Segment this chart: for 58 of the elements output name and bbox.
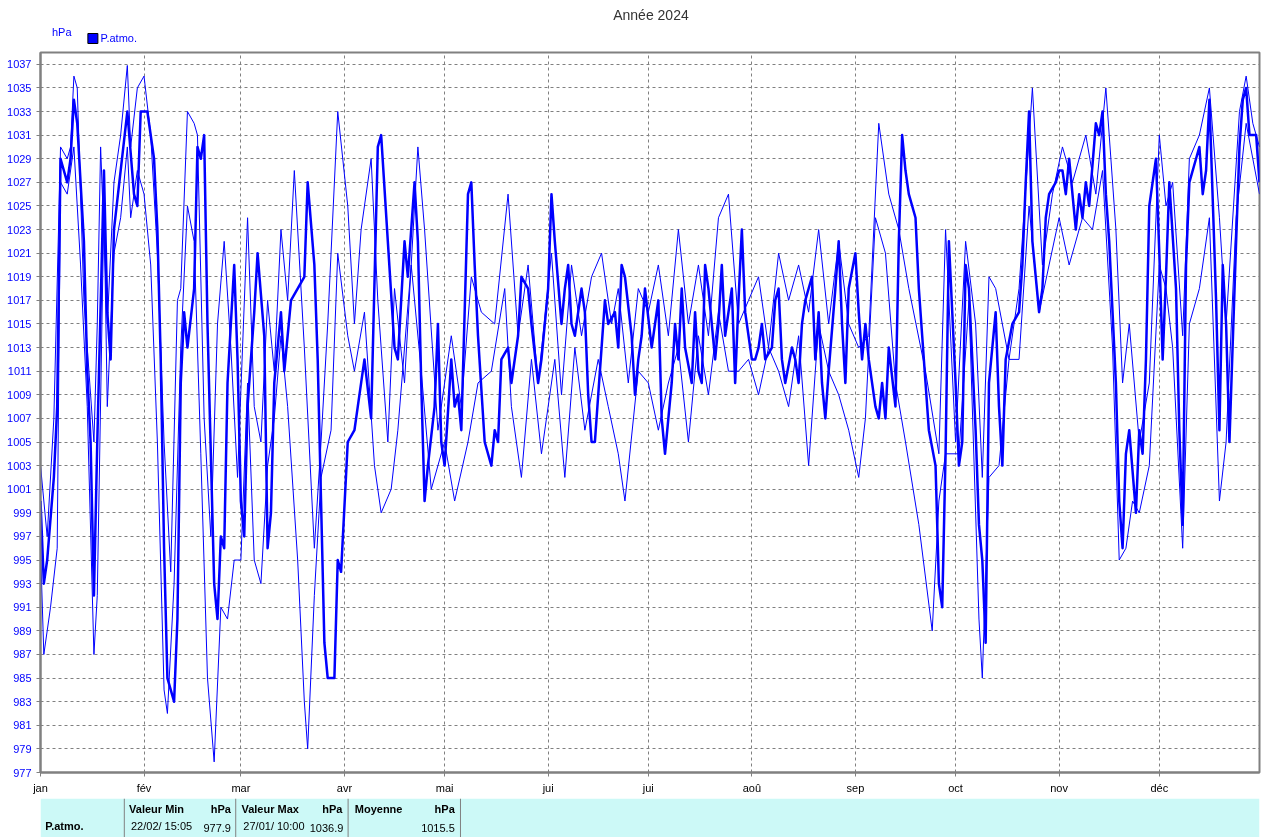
y-tick-label: 1023 (7, 223, 32, 236)
y-tick-label: 979 (13, 742, 32, 755)
y-tick-label: 981 (13, 719, 32, 732)
y-tick-label: 999 (13, 506, 32, 519)
x-tick-label: sep (846, 781, 865, 794)
x-tick-label: jui (541, 781, 554, 794)
x-tick-label: oct (948, 781, 963, 794)
x-tick-label: mar (231, 781, 251, 794)
text: hPa (210, 802, 232, 815)
y-tick-label: 1019 (7, 270, 32, 283)
y-tick-label: 1029 (7, 152, 32, 165)
y-tick-label: 1015 (7, 317, 32, 330)
text: P.atmo. (45, 819, 84, 832)
y-tick-label: 991 (13, 601, 32, 614)
text: Valeur Min (129, 802, 185, 815)
legend-label: P.atmo. (100, 31, 137, 44)
text: Valeur Max (241, 802, 300, 815)
y-tick-label: 983 (13, 695, 32, 708)
y-axis-title: hPa (51, 25, 73, 38)
chart-title: Année 2024 (613, 6, 689, 23)
x-tick-label: fév (136, 781, 152, 794)
y-tick-label: 1037 (7, 58, 32, 71)
x-tick-label: jan (32, 781, 48, 794)
y-tick-label: 987 (13, 648, 32, 661)
y-tick-label: 1017 (7, 294, 32, 307)
y-tick-label: 1001 (7, 483, 32, 496)
y-tick-label: 1003 (7, 459, 32, 472)
text: 27/01/ 10:00 (243, 819, 305, 832)
y-tick-label: 1011 (7, 365, 32, 378)
x-tick-label: avr (336, 781, 353, 794)
y-tick-label: 1005 (7, 436, 32, 449)
y-tick-label: 995 (13, 554, 32, 567)
text: 1015.5 (421, 821, 455, 834)
y-tick-label: 1007 (7, 412, 32, 425)
x-tick-label: aoû (742, 781, 762, 794)
text: hPa (434, 802, 456, 815)
y-tick-label: 1021 (7, 247, 32, 260)
y-tick-label: 1025 (7, 199, 32, 212)
y-tick-label: 977 (13, 766, 32, 779)
text: 977.9 (203, 821, 231, 834)
text: 22/02/ 15:05 (130, 819, 193, 832)
text: hPa (322, 802, 344, 815)
y-tick-label: 985 (13, 672, 32, 685)
y-tick-label: 1031 (7, 129, 32, 142)
y-tick-label: 989 (13, 624, 32, 637)
y-tick-label: 1013 (7, 341, 32, 354)
y-tick-label: 1009 (7, 388, 32, 401)
text: 1036.9 (309, 821, 344, 834)
x-tick-label: mai (435, 781, 454, 794)
x-tick-label: jui (641, 781, 654, 794)
y-tick-label: 1027 (7, 176, 32, 189)
y-tick-label: 1033 (7, 105, 32, 118)
y-tick-label: 997 (13, 530, 32, 543)
x-tick-label: nov (1050, 781, 1069, 794)
text: Moyenne (354, 802, 403, 815)
y-tick-label: 1035 (7, 81, 32, 94)
y-tick-label: 993 (13, 577, 32, 590)
x-tick-label: déc (1150, 781, 1169, 794)
